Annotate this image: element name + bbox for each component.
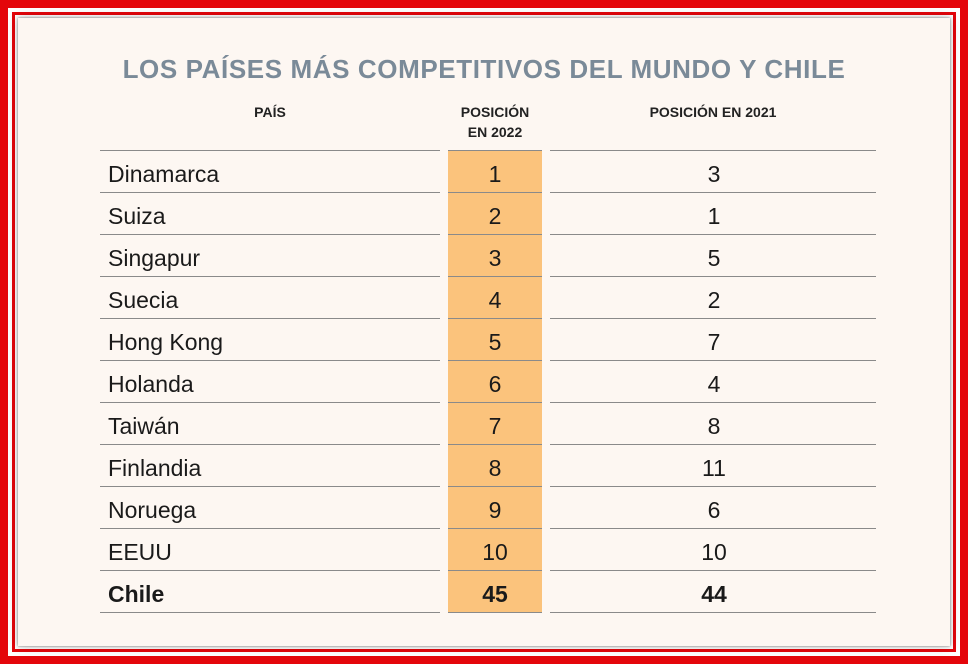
row-divider <box>448 318 542 319</box>
row-divider <box>550 612 876 613</box>
cell-position-2021: 2 <box>707 287 721 313</box>
cell-position-2022: 6 <box>488 371 502 397</box>
header-posicion-2022: POSICIÓN EN 2022 <box>446 102 544 142</box>
cell-country: Finlandia <box>108 455 202 481</box>
row-divider <box>550 192 876 193</box>
cell-country: Chile <box>108 581 165 607</box>
cell-position-2021: 8 <box>707 413 721 439</box>
row-divider <box>550 234 876 235</box>
cell-position-2022: 7 <box>488 413 502 439</box>
table-panel: LOS PAÍSES MÁS COMPETITIVOS DEL MUNDO Y … <box>18 18 950 646</box>
row-divider <box>448 192 542 193</box>
row-divider <box>100 360 440 361</box>
row-divider <box>100 234 440 235</box>
cell-position-2022: 10 <box>482 539 508 565</box>
table-row: Finlandia 8 11 <box>18 444 950 486</box>
cell-position-2022: 9 <box>488 497 502 523</box>
row-divider <box>100 444 440 445</box>
cell-position-2021: 7 <box>707 329 721 355</box>
cell-country: Holanda <box>108 371 194 397</box>
cell-position-2022: 8 <box>488 455 502 481</box>
row-divider <box>550 486 876 487</box>
table-row: Dinamarca 1 3 <box>18 150 950 192</box>
header-posicion-2022-line1: POSICIÓN <box>460 104 530 120</box>
table-row: Hong Kong 5 7 <box>18 318 950 360</box>
cell-position-2022: 3 <box>488 245 502 271</box>
inner-red-border <box>12 12 956 652</box>
column-2022-highlight <box>448 150 542 612</box>
table-row: Suiza 2 1 <box>18 192 950 234</box>
cell-position-2021: 44 <box>701 581 727 607</box>
cell-country: Suecia <box>108 287 179 313</box>
row-divider <box>100 486 440 487</box>
cell-position-2022: 1 <box>488 161 502 187</box>
cell-country: Taiwán <box>108 413 180 439</box>
row-divider <box>100 150 440 151</box>
cell-position-2021: 11 <box>702 455 726 481</box>
cell-position-2021: 5 <box>707 245 721 271</box>
row-divider <box>448 528 542 529</box>
row-divider <box>448 486 542 487</box>
table-row: Chile 45 44 <box>18 570 950 612</box>
row-divider <box>100 402 440 403</box>
cell-position-2022: 45 <box>482 581 508 607</box>
row-divider <box>100 276 440 277</box>
table-row: Singapur 3 5 <box>18 234 950 276</box>
row-divider <box>448 360 542 361</box>
row-divider <box>550 318 876 319</box>
header-posicion-2021: POSICIÓN EN 2021 <box>649 104 777 120</box>
row-divider <box>550 276 876 277</box>
cell-position-2022: 4 <box>488 287 502 313</box>
row-divider <box>550 570 876 571</box>
row-divider <box>550 444 876 445</box>
row-divider <box>550 402 876 403</box>
row-divider <box>100 318 440 319</box>
table-title: LOS PAÍSES MÁS COMPETITIVOS DEL MUNDO Y … <box>122 54 846 84</box>
row-divider <box>448 570 542 571</box>
table-row: Suecia 4 2 <box>18 276 950 318</box>
row-divider <box>100 528 440 529</box>
row-divider <box>100 570 440 571</box>
row-divider <box>448 234 542 235</box>
cell-position-2021: 1 <box>707 203 721 229</box>
cell-country: Noruega <box>108 497 197 523</box>
cell-position-2021: 10 <box>701 539 727 565</box>
cell-country: EEUU <box>108 539 172 565</box>
row-divider <box>448 444 542 445</box>
cell-country: Hong Kong <box>108 329 224 355</box>
row-divider <box>448 276 542 277</box>
row-divider <box>448 402 542 403</box>
table-row: EEUU 10 10 <box>18 528 950 570</box>
row-divider <box>550 150 876 151</box>
row-divider <box>100 612 440 613</box>
cell-position-2022: 5 <box>488 329 502 355</box>
header-pais: PAÍS <box>254 104 286 120</box>
header-posicion-2022-line2: EN 2022 <box>467 124 523 140</box>
row-divider <box>448 612 542 613</box>
table-row: Noruega 9 6 <box>18 486 950 528</box>
cell-position-2021: 3 <box>707 161 721 187</box>
table-row: Taiwán 7 8 <box>18 402 950 444</box>
row-divider <box>448 150 542 151</box>
cell-position-2021: 6 <box>707 497 721 523</box>
cell-position-2021: 4 <box>707 371 721 397</box>
table-row: Holanda 6 4 <box>18 360 950 402</box>
row-divider <box>100 192 440 193</box>
cell-country: Dinamarca <box>108 161 220 187</box>
row-divider <box>550 528 876 529</box>
cell-country: Suiza <box>108 203 166 229</box>
cell-position-2022: 2 <box>488 203 502 229</box>
cell-country: Singapur <box>108 245 201 271</box>
row-divider <box>550 360 876 361</box>
